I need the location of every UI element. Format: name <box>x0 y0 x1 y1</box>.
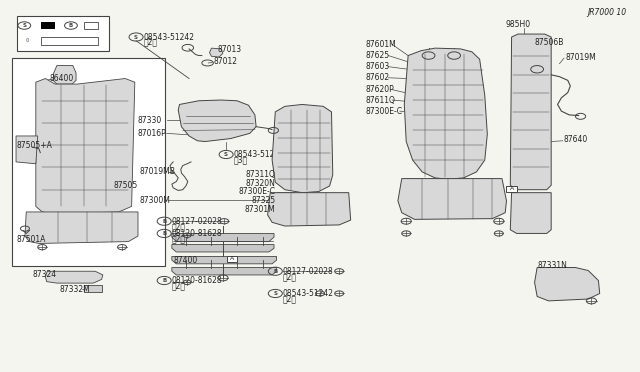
Text: 87332M: 87332M <box>60 285 90 294</box>
Text: S: S <box>273 291 277 296</box>
Text: S: S <box>224 152 228 157</box>
Bar <box>84 22 98 29</box>
Text: （2）: （2） <box>172 234 186 243</box>
Text: 87602: 87602 <box>366 73 390 82</box>
Text: 87603: 87603 <box>366 62 390 71</box>
Text: 87320N: 87320N <box>245 179 275 187</box>
Text: 87324: 87324 <box>33 270 57 279</box>
Polygon shape <box>172 244 274 252</box>
Text: 87019MB: 87019MB <box>140 167 176 176</box>
Text: 87625: 87625 <box>366 51 390 60</box>
Text: 0: 0 <box>26 38 29 43</box>
Text: 87013: 87013 <box>218 45 242 54</box>
Text: B: B <box>162 219 166 224</box>
Text: 87325: 87325 <box>251 196 275 205</box>
Bar <box>227 256 237 262</box>
Polygon shape <box>172 234 274 241</box>
Text: 87012: 87012 <box>213 57 237 66</box>
Text: 87019M: 87019M <box>565 52 596 61</box>
Text: 08543-51242: 08543-51242 <box>144 32 195 42</box>
Polygon shape <box>53 65 76 84</box>
Text: 87506B: 87506B <box>534 38 564 47</box>
Bar <box>12 58 166 266</box>
Text: 08127-02028: 08127-02028 <box>172 217 223 226</box>
Text: 08127-02028: 08127-02028 <box>283 267 333 276</box>
Text: B: B <box>69 23 73 28</box>
Text: 87311Q: 87311Q <box>245 170 275 179</box>
Text: 08543-51242: 08543-51242 <box>234 150 285 159</box>
Text: （2）: （2） <box>144 38 157 47</box>
Polygon shape <box>209 48 223 57</box>
Text: JR7000 10: JR7000 10 <box>588 8 627 17</box>
Text: 87620P: 87620P <box>366 85 395 94</box>
Text: 87331N: 87331N <box>537 261 567 270</box>
Text: （2）: （2） <box>283 294 297 303</box>
Text: 87601M: 87601M <box>366 40 397 49</box>
Text: 87505: 87505 <box>113 182 138 190</box>
Text: （2）: （2） <box>172 281 186 290</box>
Polygon shape <box>404 48 487 179</box>
Polygon shape <box>510 193 551 234</box>
Text: A: A <box>230 256 234 261</box>
Text: 08543-51242: 08543-51242 <box>283 289 334 298</box>
Text: 87300E-C: 87300E-C <box>238 187 275 196</box>
Bar <box>17 16 109 51</box>
Polygon shape <box>25 212 138 243</box>
Text: 87505+A: 87505+A <box>17 141 52 150</box>
Text: 985H0: 985H0 <box>505 20 531 29</box>
Text: S: S <box>134 35 138 39</box>
Text: 08120-81628: 08120-81628 <box>172 276 223 285</box>
Text: B: B <box>162 231 166 236</box>
Text: 87301M: 87301M <box>244 205 275 214</box>
Bar <box>41 37 99 45</box>
Bar <box>84 285 102 292</box>
Text: 87640: 87640 <box>564 135 588 144</box>
Text: 08120-81628: 08120-81628 <box>172 229 223 238</box>
Polygon shape <box>36 78 135 214</box>
Polygon shape <box>534 267 600 301</box>
Polygon shape <box>172 267 276 275</box>
Text: 86400: 86400 <box>50 74 74 83</box>
Polygon shape <box>510 34 551 190</box>
Bar <box>506 186 516 192</box>
Text: 87400: 87400 <box>173 256 197 264</box>
Text: 87300E-C: 87300E-C <box>366 107 403 116</box>
Text: 87300M: 87300M <box>140 196 171 205</box>
Bar <box>41 22 55 29</box>
Text: （2）: （2） <box>172 222 186 231</box>
Text: B: B <box>162 278 166 283</box>
Text: （2）: （2） <box>283 272 297 281</box>
Text: 87501A: 87501A <box>17 235 46 244</box>
Polygon shape <box>178 100 256 141</box>
Text: S: S <box>22 23 26 28</box>
Text: A: A <box>509 186 514 192</box>
Text: 87330: 87330 <box>138 116 163 125</box>
Polygon shape <box>268 193 351 226</box>
Text: 87611Q: 87611Q <box>366 96 396 105</box>
Polygon shape <box>272 105 333 193</box>
Polygon shape <box>45 271 103 283</box>
Polygon shape <box>398 179 506 219</box>
Polygon shape <box>172 256 276 264</box>
Text: （3）: （3） <box>234 155 248 164</box>
Text: 87016P: 87016P <box>138 129 167 138</box>
Text: B: B <box>273 269 277 274</box>
Polygon shape <box>16 136 38 164</box>
